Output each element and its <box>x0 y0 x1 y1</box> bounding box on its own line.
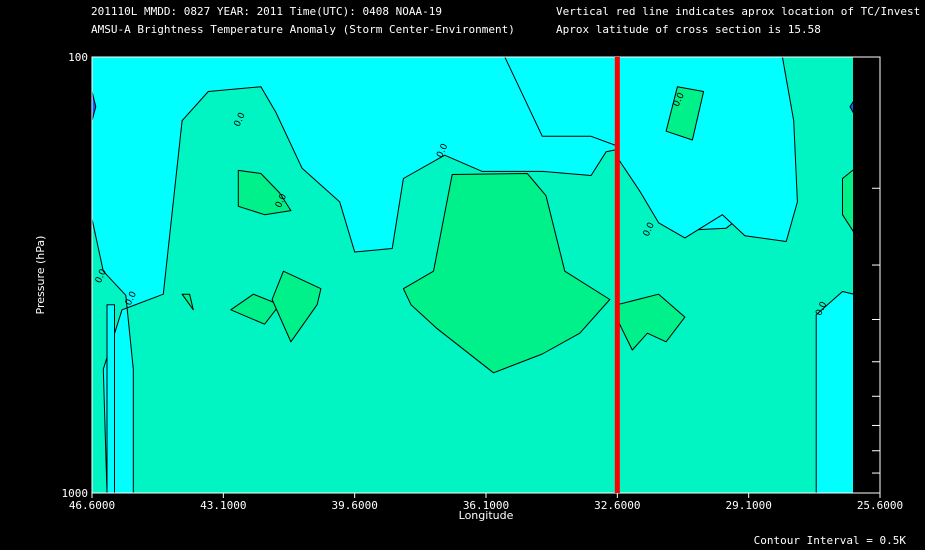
contour-region-11 <box>271 270 322 343</box>
x-tick-label-3: 36.1000 <box>463 499 509 512</box>
header-line2-right: Aprox latitude of cross section is 15.58 <box>556 23 821 36</box>
contour-region-9 <box>237 169 292 216</box>
x-axis-label: Longitude <box>459 509 514 522</box>
no-data-strip <box>853 57 880 493</box>
contour-region-2 <box>504 56 798 242</box>
contour-region-7 <box>402 173 611 374</box>
x-tick-label-5: 29.1000 <box>725 499 771 512</box>
x-tick-label-6: 25.6000 <box>857 499 903 512</box>
y-axis-label: Pressure (hPa) <box>34 236 47 315</box>
contour-region-13 <box>665 86 705 141</box>
header-line1-right: Vertical red line indicates aprox locati… <box>556 5 921 18</box>
contour-regions <box>91 56 877 494</box>
x-tick-label-2: 39.6000 <box>331 499 377 512</box>
header-line1-left: 201110L MMDD: 0827 YEAR: 2011 Time(UTC):… <box>91 5 442 18</box>
y-tick-label-0: 100 <box>68 51 88 64</box>
y-tick-label-1: 1000 <box>62 487 89 500</box>
axis-ticks: 46.6000 43.1000 39.6000 36.1000 32.6000 29.10… <box>62 51 904 512</box>
x-tick-label-4: 32.6000 <box>594 499 640 512</box>
x-tick-label-1: 43.1000 <box>200 499 246 512</box>
header-line2-left: AMSU-A Brightness Temperature Anomaly (S… <box>91 23 515 36</box>
contour-interval: Contour Interval = 0.5K <box>754 534 907 547</box>
contour-region-1 <box>106 304 115 494</box>
contour-region-10 <box>230 293 281 325</box>
x-tick-label-0: 46.6000 <box>69 499 115 512</box>
contour-region-12 <box>181 293 194 311</box>
